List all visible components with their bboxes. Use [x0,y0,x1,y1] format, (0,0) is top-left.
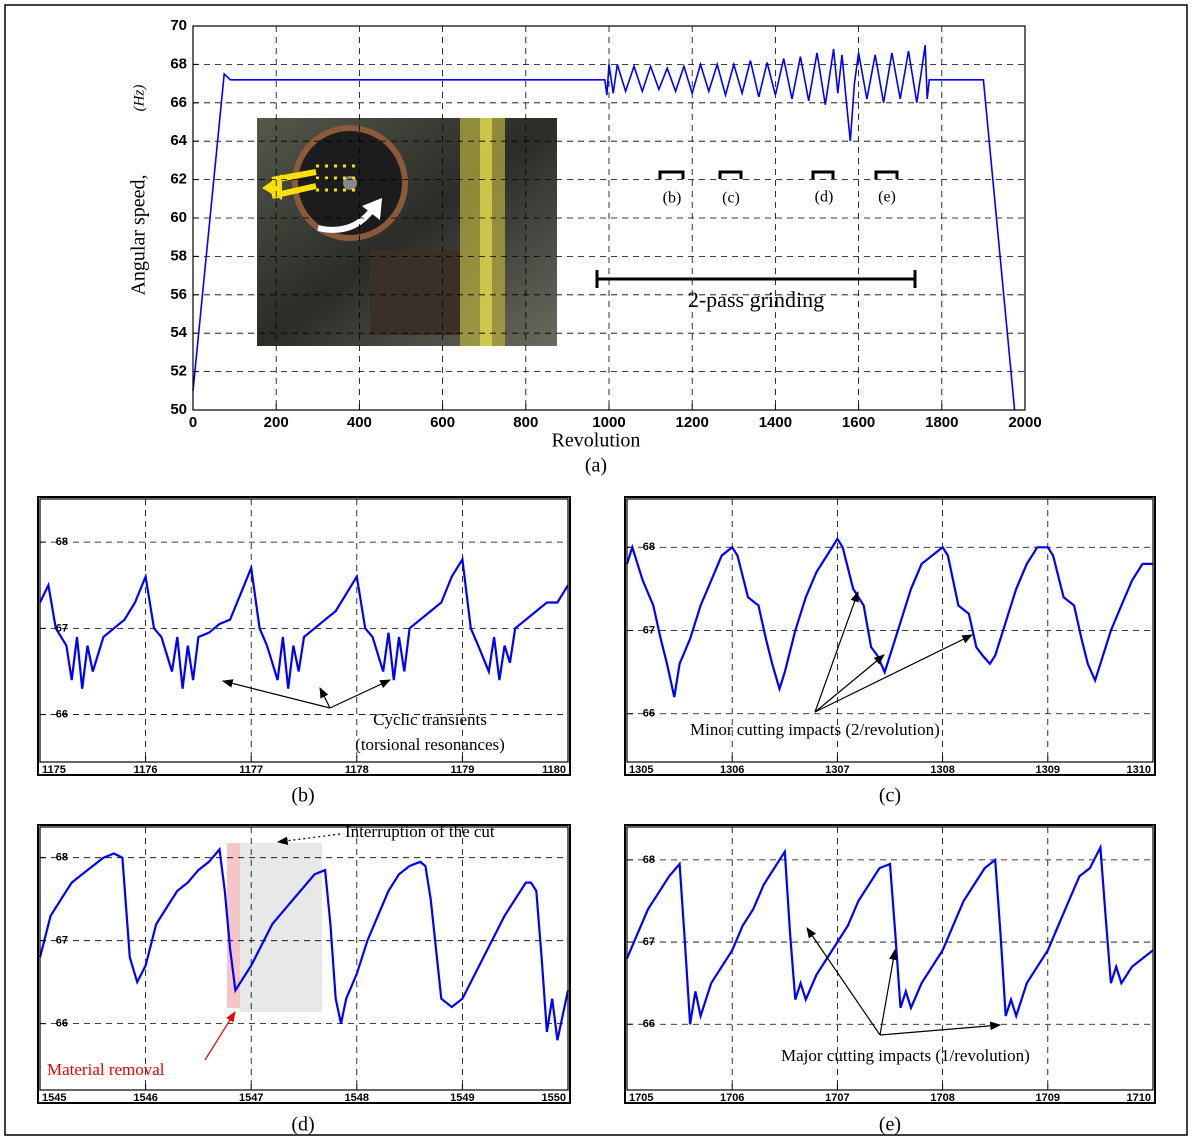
x-tick-label: 1708 [930,1092,954,1104]
x-tick-label: 1710 [1127,1092,1151,1104]
annotation: Cyclic transients [373,710,487,729]
x-tick-label: 1550 [542,1092,566,1104]
panel-frame [624,496,1156,776]
y-axis-unit: (Hz) [131,85,147,112]
x-tick-label: 1175 [42,764,66,776]
x-tick-label: 1545 [42,1092,66,1104]
y-axis-label: Angular speed, [128,174,150,295]
annotation: (b) [663,190,682,207]
y-tick-label: 60 [170,209,187,226]
data-line [192,45,1016,411]
data-line [38,846,570,1041]
data-line [625,536,1153,698]
annotation: (d) [815,189,834,206]
y-tick-label: 67 [643,936,655,948]
annotation: (e) [878,189,896,206]
x-tick-label: 1547 [239,1092,263,1104]
x-tick-label: 1305 [629,764,653,776]
y-tick-label: 68 [643,541,655,553]
x-tick-label: 1707 [825,1092,849,1104]
y-tick-label: 66 [643,1018,655,1030]
x-tick-label: 1705 [629,1092,653,1104]
caption: (a) [585,455,607,477]
y-tick-label: 67 [56,935,68,947]
y-tick-label: 67 [643,624,655,636]
caption: (b) [291,785,314,807]
x-tick-label: 1180 [542,764,566,776]
x-tick-label: 1177 [239,764,263,776]
y-tick-label: 67 [56,622,68,634]
y-tick-label: 50 [170,401,187,418]
x-tick-label: 2000 [1008,414,1041,431]
x-tick-label: 1600 [842,414,875,431]
annotation: 2-pass grinding [688,287,824,312]
x-tick-label: 1548 [345,1092,369,1104]
annotation-arrow [204,590,1002,1061]
y-tick-label: 58 [170,247,187,264]
y-tick-label: 66 [170,94,187,111]
x-tick-label: 1000 [592,414,625,431]
x-tick-label: 1306 [720,764,744,776]
y-tick-label: 66 [56,1018,68,1030]
x-tick-label: 1307 [825,764,849,776]
y-tick-label: 68 [643,854,655,866]
annotation: Major cutting impacts (1/revolution) [781,1046,1030,1065]
annotation: (c) [722,190,740,207]
annotation: Minor cutting impacts (2/revolution) [690,720,940,739]
x-tick-label: 1549 [450,1092,474,1104]
panel-frame [624,824,1156,1104]
x-tick-label: 800 [513,414,538,431]
inset-photo [257,118,557,346]
plot-area [39,498,569,763]
y-tick-label: 56 [170,286,187,303]
x-tick-label: 1178 [345,764,369,776]
material-removal-region [227,843,240,1008]
y-tick-label: 70 [170,17,187,34]
plot-area [626,498,1154,763]
x-tick-label: 1179 [450,764,474,776]
y-tick-label: 68 [56,852,68,864]
region-bracket [595,170,917,288]
y-tick-label: 66 [56,708,68,720]
x-tick-label: 1309 [1036,764,1060,776]
panel-frame [37,824,571,1104]
x-tick-label: 400 [347,414,372,431]
x-tick-label: 1308 [930,764,954,776]
outer-frame [4,4,1188,1136]
x-tick-label: 1706 [720,1092,744,1104]
data-line [625,843,1154,1025]
interruption-region [240,843,322,1012]
annotation: (torsional resonances) [355,735,505,754]
x-tick-label: 1400 [759,414,792,431]
caption: (c) [879,785,901,807]
y-tick-label: 64 [170,132,187,149]
x-tick-label: 1200 [676,414,709,431]
annotation: Interruption of the cut [345,822,495,841]
y-tick-label: 54 [170,324,187,341]
y-tick-label: 62 [170,171,187,188]
caption: (e) [879,1114,901,1136]
x-tick-label: 1176 [134,764,158,776]
annotation: Material removal [47,1060,165,1079]
x-tick-label: 1709 [1036,1092,1060,1104]
y-tick-label: 68 [56,536,68,548]
y-tick-label: 66 [643,708,655,720]
x-axis-label: Revolution [552,430,641,452]
panel-frame [37,496,571,776]
caption: (d) [291,1114,314,1136]
data-line [39,556,569,689]
x-tick-label: 1546 [133,1092,157,1104]
y-tick-label: 52 [170,363,187,380]
plot-area [192,25,1026,411]
x-tick-label: 0 [189,414,197,431]
x-tick-label: 600 [430,414,455,431]
plot-area [39,826,569,1091]
x-tick-label: 1800 [925,414,958,431]
y-tick-label: 68 [170,55,187,72]
x-tick-label: 200 [264,414,289,431]
x-tick-label: 1310 [1127,764,1151,776]
plot-area [626,826,1154,1091]
